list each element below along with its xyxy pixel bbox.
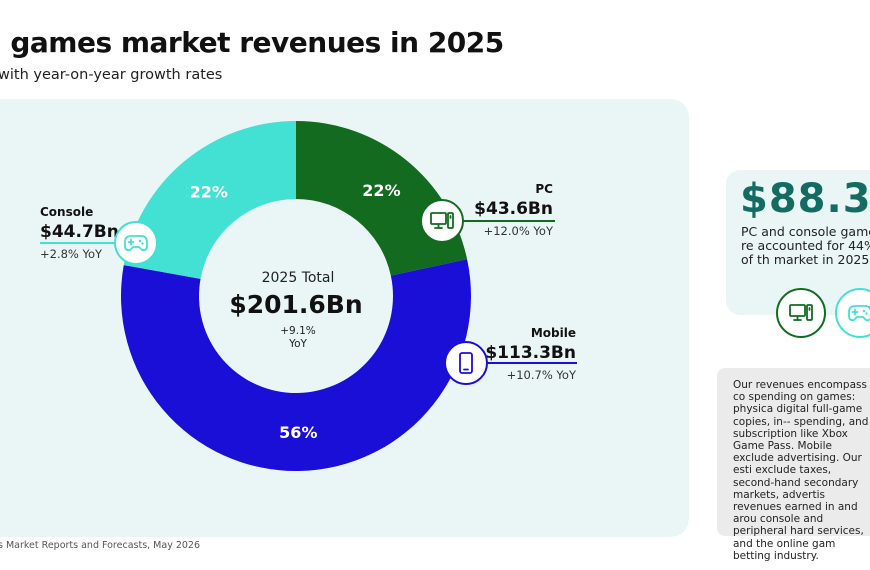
segment-percent-pc: 22% — [362, 181, 400, 200]
page-subtitle: with year-on-year growth rates — [0, 67, 223, 83]
category-icons — [114, 199, 488, 385]
category-name-pc: PC — [535, 182, 553, 196]
center-yoy-label: YoY — [288, 338, 307, 350]
pc-monitor-icon — [420, 199, 464, 243]
stat-description: PC and console game re accounted for 44%… — [741, 224, 870, 267]
category-value-pc: $43.6Bn — [474, 199, 553, 219]
page-title: l games market revenues in 2025 — [0, 26, 504, 59]
segment-percent-labels: 22% 56% 22% — [190, 181, 401, 442]
methodology-note-text: Our revenues encompass co spending on ga… — [733, 379, 869, 562]
center-yoy-value: +9.1% — [280, 325, 315, 337]
mobile-phone-icon — [444, 341, 488, 385]
donut-segments — [121, 121, 471, 471]
category-yoy-pc: +12.0% YoY — [484, 224, 554, 238]
donut-segment-console — [123, 121, 297, 279]
category-name-mobile: Mobile — [531, 326, 576, 340]
category-yoy-console: +2.8% YoY — [40, 247, 103, 261]
stat-value: $88.3B — [740, 176, 870, 222]
gamepad-icon — [114, 221, 158, 265]
category-value-mobile: $113.3Bn — [485, 343, 576, 363]
center-total-label: 2025 Total — [262, 270, 335, 286]
category-labels: PC $43.6Bn +12.0% YoY Mobile $113.3Bn +10.7% … — [40, 182, 577, 382]
donut-segment-mobile — [121, 259, 471, 471]
segment-percent-mobile: 56% — [279, 423, 317, 442]
pc-monitor-icon — [776, 288, 826, 338]
methodology-note — [717, 368, 870, 536]
category-name-console: Console — [40, 205, 93, 219]
segment-percent-console: 22% — [190, 183, 228, 202]
center-total-value: $201.6Bn — [229, 290, 362, 319]
category-value-console: $44.7Bn — [40, 222, 119, 242]
center-total: 2025 Total $201.6Bn +9.1% YoY — [229, 270, 362, 350]
category-yoy-mobile: +10.7% YoY — [507, 368, 577, 382]
gamepad-icon — [835, 288, 870, 338]
source-footnote: s Market Reports and Forecasts, May 2026 — [0, 540, 201, 551]
donut-segment-pc — [296, 121, 468, 276]
